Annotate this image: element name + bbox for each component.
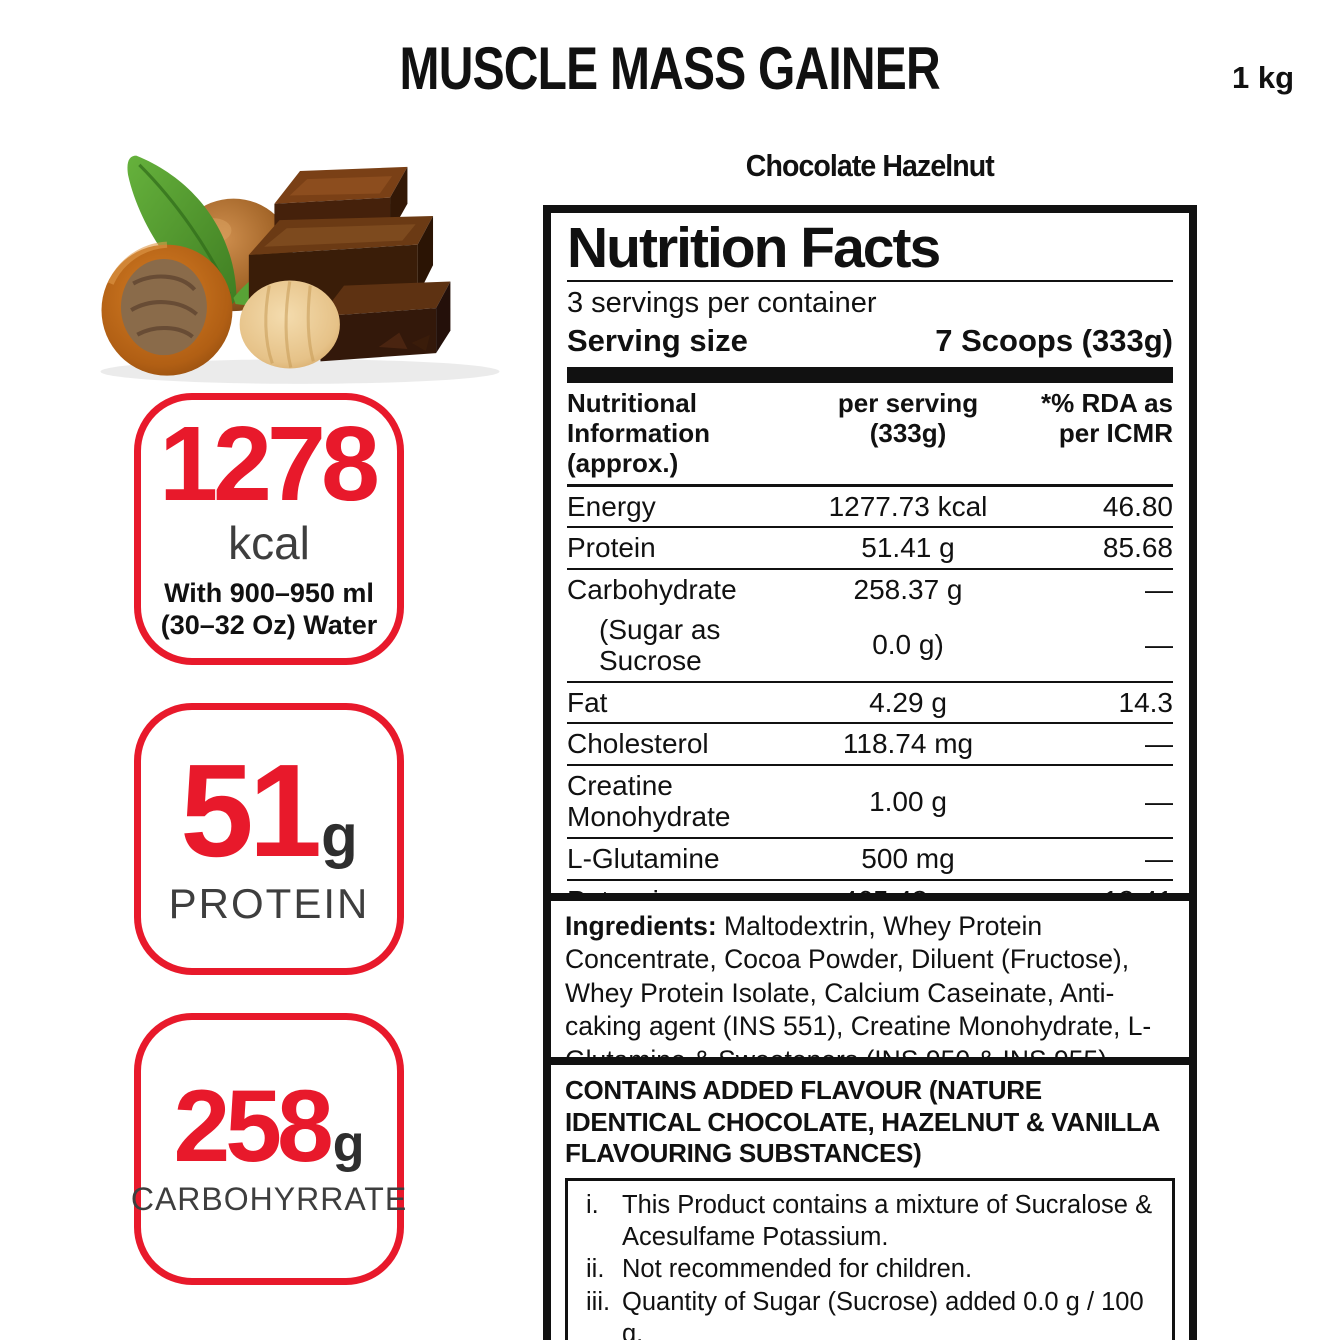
- table-row: Protein 51.41 g 85.68: [567, 528, 1173, 571]
- chocolate-chunk-bottom: [320, 281, 451, 362]
- list-item: ii. Not recommended for children.: [578, 1254, 1162, 1286]
- carbohydrate-value-row: 258 g: [173, 1068, 365, 1183]
- protein-value: 51: [180, 737, 322, 885]
- servings-per-container: 3 servings per container: [567, 287, 877, 320]
- nutrition-facts-title: Nutrition Facts: [567, 216, 941, 280]
- nutrient-value: 51.41 g: [861, 532, 955, 564]
- table-row: Energy 1277.73 kcal 46.80: [567, 487, 1173, 529]
- nutrient-rda: —: [1145, 785, 1173, 817]
- table-row: L-Glutamine 500 mg —: [567, 839, 1173, 881]
- nutrient-value: 500 mg: [861, 842, 955, 874]
- list-item: i. This Product contains a mixture of Su…: [578, 1190, 1162, 1253]
- nutrient-name: Protein: [567, 532, 656, 564]
- nutrient-name: Carbohydrate: [567, 574, 737, 606]
- flavour-notice-panel: CONTAINS ADDED FLAVOUR (NATURE IDENTICAL…: [543, 1057, 1197, 1340]
- flavour-header: CONTAINS ADDED FLAVOUR (NATURE IDENTICAL…: [565, 1075, 1159, 1169]
- hazelnut-kernel: [239, 280, 340, 369]
- page-title: MUSCLE MASS GAINER: [0, 34, 1340, 103]
- nutrient-rda: 85.68: [1102, 532, 1173, 564]
- list-item-numeral: i.: [586, 1191, 599, 1220]
- column-header-line: Nutritional Information: [567, 387, 710, 448]
- list-item: iii. Quantity of Sugar (Sucrose) added 0…: [578, 1287, 1162, 1340]
- carbohydrate-value: 258: [173, 1068, 334, 1183]
- calories-notes: With 900–950 ml (30–32 Oz) Water: [161, 578, 378, 642]
- column-header-line: per ICMR: [1058, 417, 1173, 448]
- list-item-text: Quantity of Sugar (Sucrose) added 0.0 g …: [622, 1287, 1144, 1340]
- column-header-line: *% RDA as: [1041, 387, 1173, 418]
- nutrient-name: L-Glutamine: [567, 842, 720, 874]
- divider: [567, 280, 1173, 283]
- serving-size-label: Serving size: [567, 322, 748, 358]
- calories-badge: 1278 kcal With 900–950 ml (30–32 Oz) Wat…: [134, 393, 404, 665]
- nutrient-rda: —: [1145, 574, 1173, 606]
- nutrient-rda: —: [1145, 629, 1173, 661]
- list-item-text: This Product contains a mixture of Sucra…: [622, 1191, 1153, 1251]
- nutrient-rda: 14.3: [1118, 686, 1174, 718]
- list-item-numeral: ii.: [586, 1255, 605, 1284]
- product-title-text: MUSCLE MASS GAINER: [399, 35, 941, 102]
- table-row: (Sugar as Sucrose 0.0 g) —: [567, 610, 1173, 683]
- column-header-line: (333g): [869, 417, 947, 448]
- table-row: Creatine Monohydrate 1.00 g —: [567, 766, 1173, 839]
- nutrient-value: 1.00 g: [869, 785, 947, 817]
- nutrient-name: Creatine Monohydrate: [567, 770, 731, 832]
- protein-label: PROTEIN: [168, 879, 370, 927]
- protein-badge: 51 g PROTEIN: [134, 703, 404, 975]
- chocolate-hazelnut-illustration: [100, 155, 500, 384]
- calories-label: kcal: [228, 516, 310, 569]
- nutrient-rda: —: [1145, 728, 1173, 760]
- table-header-row: Nutritional Information (approx.) per se…: [567, 383, 1173, 487]
- chocolate-shaving: [378, 332, 408, 350]
- column-header-per-serving: per serving (333g): [783, 387, 1033, 479]
- list-item-text: Not recommended for children.: [622, 1255, 973, 1284]
- carbohydrate-badge: 258 g CARBOHYRRATE: [130, 1013, 408, 1285]
- nutrient-value: 1277.73 kcal: [828, 490, 988, 522]
- column-header-rda: *% RDA as per ICMR: [1033, 387, 1173, 479]
- column-header-line: (approx.): [567, 447, 679, 478]
- nutrient-rda: —: [1145, 842, 1173, 874]
- table-row: Carbohydrate 258.37 g —: [567, 570, 1173, 610]
- chocolate-shaving: [411, 334, 430, 352]
- product-photo: [80, 130, 520, 388]
- net-weight: 1 kg: [1231, 60, 1294, 95]
- nutrient-name: (Sugar as Sucrose: [599, 613, 721, 676]
- calories-note-line2: (30–32 Oz) Water: [160, 609, 378, 640]
- flavour-notes-list: i. This Product contains a mixture of Su…: [565, 1178, 1175, 1340]
- flavor-name: Chocolate Hazelnut: [543, 148, 1197, 184]
- serving-size-value: 7 Scoops (333g): [935, 322, 1173, 358]
- table-row: Fat 4.29 g 14.3: [567, 683, 1173, 725]
- nutrient-name: Cholesterol: [567, 728, 709, 760]
- nutrient-name: Energy: [567, 490, 656, 522]
- nutrient-value: 0.0 g): [872, 629, 944, 661]
- serving-size-row: Serving size 7 Scoops (333g): [567, 323, 1173, 359]
- nutrient-value: 118.74 mg: [842, 728, 974, 760]
- ingredients-label: Ingredients:: [565, 911, 717, 941]
- table-row: Cholesterol 118.74 mg —: [567, 724, 1173, 767]
- calories-value-row: 1278: [159, 405, 380, 524]
- calories-note-line1: With 900–950 ml: [164, 577, 374, 608]
- hazelnut-in-shell: [101, 241, 233, 376]
- calories-value: 1278: [159, 405, 380, 524]
- nutrient-value: 258.37 g: [853, 574, 963, 606]
- protein-unit: g: [321, 802, 358, 870]
- thick-divider: [567, 366, 1173, 383]
- nutrient-rda: 46.80: [1102, 490, 1173, 522]
- carbohydrate-label: CARBOHYRRATE: [130, 1181, 408, 1218]
- chocolate-stack: [248, 166, 451, 362]
- column-header-line: per serving: [837, 387, 979, 418]
- nutrient-value: 4.29 g: [869, 686, 947, 718]
- protein-value-row: 51 g: [180, 737, 358, 885]
- flavor-name-text: Chocolate Hazelnut: [745, 148, 995, 183]
- nutrient-name: Fat: [567, 686, 608, 718]
- carbohydrate-unit: g: [332, 1114, 365, 1173]
- column-header-nutrient: Nutritional Information (approx.): [567, 387, 783, 479]
- list-item-numeral: iii.: [586, 1287, 611, 1316]
